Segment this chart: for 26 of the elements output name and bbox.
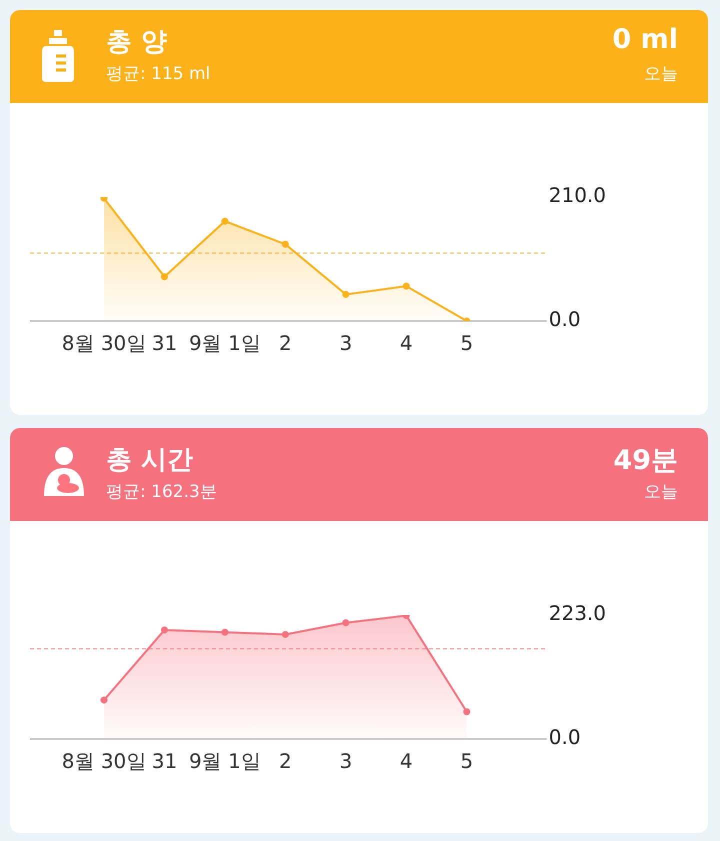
chart-subtitle: 평균: 115 ml — [106, 63, 210, 85]
text: 오늘 — [644, 63, 678, 85]
x-tick-label: 9월 1일 — [189, 331, 261, 356]
y-tick-label: 0.0 — [548, 725, 581, 750]
text: 0 ml — [612, 24, 678, 55]
chart-title: 총 시간 — [106, 444, 194, 477]
x-tick-label: 4 — [400, 331, 413, 356]
text: 오늘 — [644, 481, 678, 503]
x-tick-label: 4 — [400, 749, 413, 774]
y-tick-label: 223.0 — [548, 601, 606, 626]
x-tick-label: 2 — [279, 749, 292, 774]
chart-subtitle: 평균: 162.3분 — [106, 481, 217, 503]
x-tick-label: 5 — [460, 331, 474, 356]
chart-title: 총 양 — [106, 26, 168, 59]
x-tick-label: 8월 30일 — [62, 331, 146, 356]
x-tick-label: 5 — [460, 749, 474, 774]
x-tick-label: 31 — [152, 331, 178, 356]
x-tick-label: 3 — [339, 749, 352, 774]
text: 49분 — [613, 444, 678, 478]
x-tick-label: 3 — [339, 331, 352, 356]
x-tick-label: 2 — [279, 331, 292, 356]
x-tick-label: 31 — [152, 749, 178, 774]
x-tick-label: 9월 1일 — [189, 749, 261, 774]
y-tick-label: 210.0 — [548, 183, 606, 208]
x-tick-label: 8월 30일 — [62, 749, 146, 774]
y-tick-label: 0.0 — [548, 307, 581, 332]
